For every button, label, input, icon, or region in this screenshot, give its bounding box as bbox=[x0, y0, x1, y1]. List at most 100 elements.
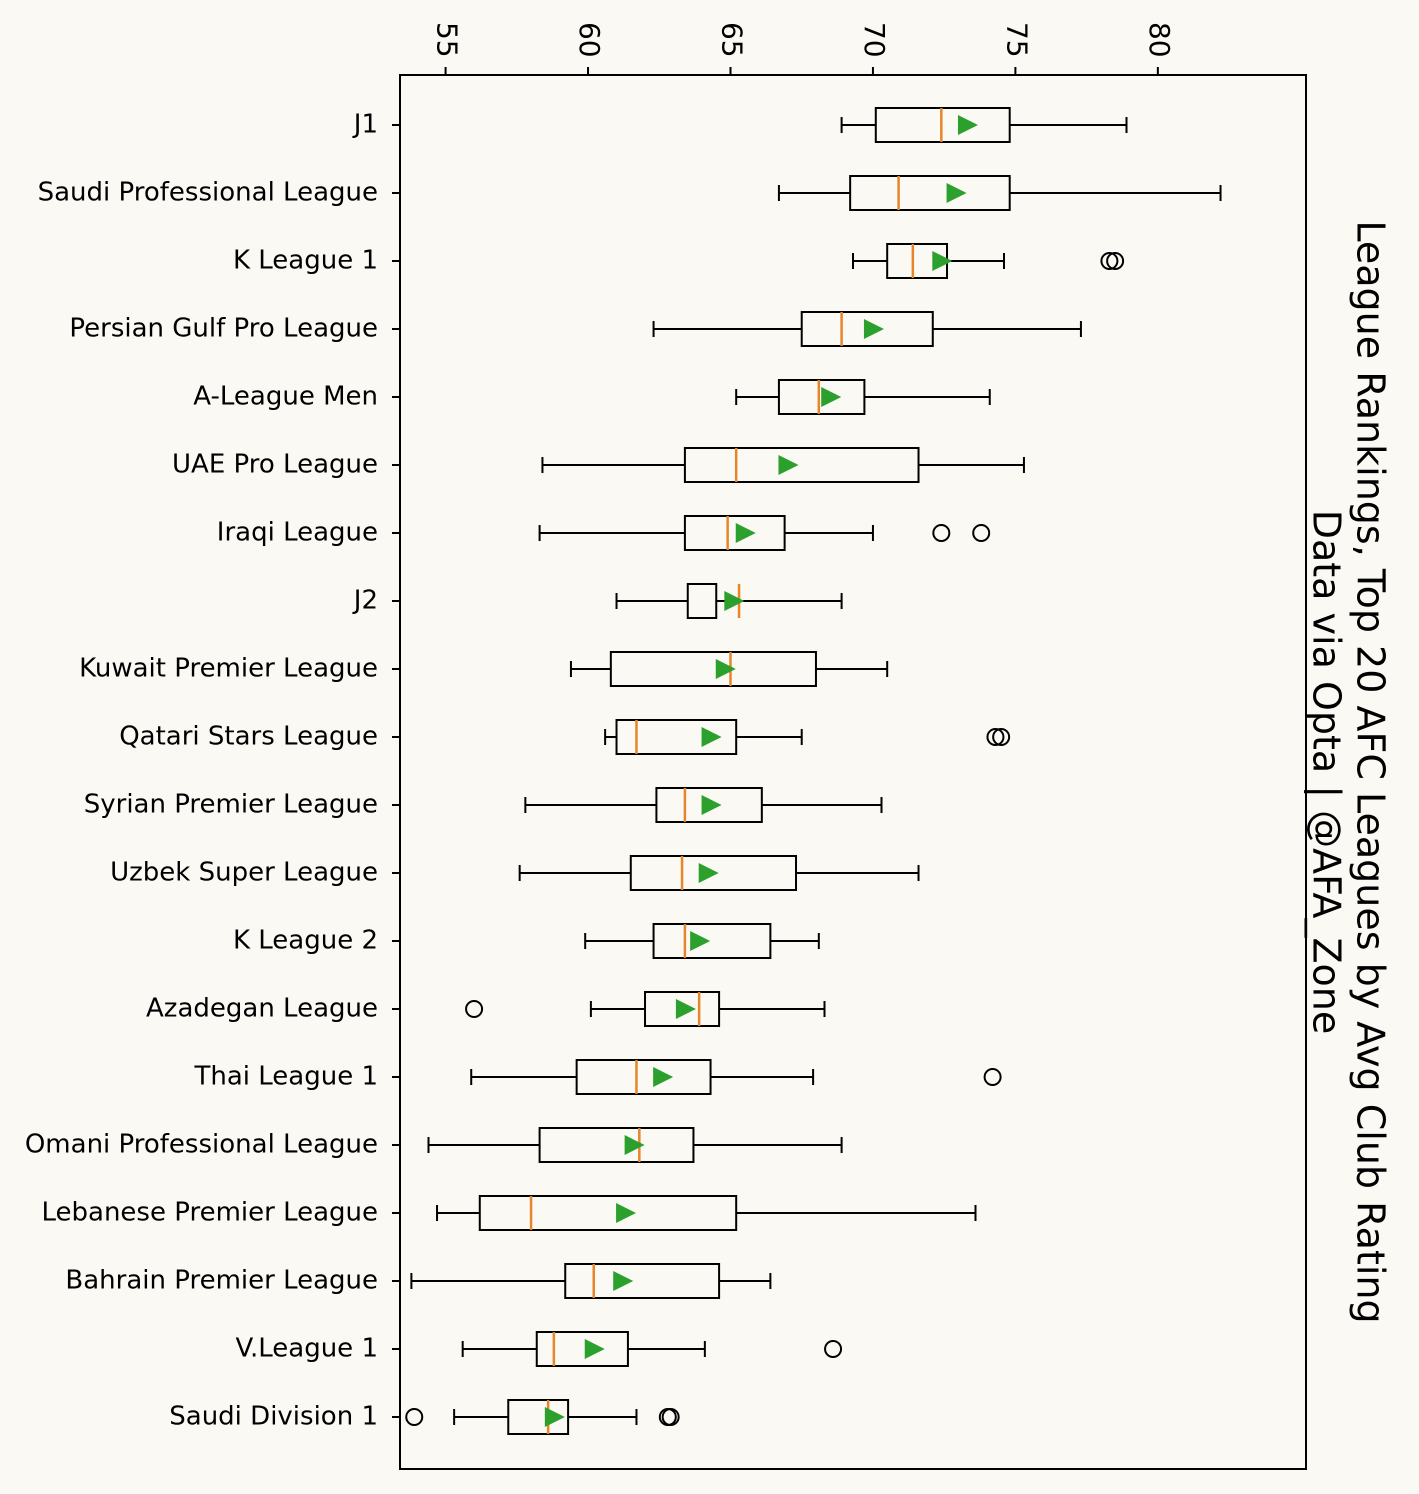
mean-marker bbox=[715, 659, 736, 679]
chart-title: League Rankings, Top 20 AFC Leagues by A… bbox=[1349, 220, 1393, 1323]
x-tick-label: 55 bbox=[431, 22, 464, 58]
iqr-box bbox=[615, 719, 738, 755]
mean-marker bbox=[544, 1407, 565, 1427]
iqr-box bbox=[849, 175, 1011, 211]
iqr-box bbox=[683, 447, 920, 483]
league-row: Bahrain Premier League bbox=[65, 1263, 772, 1299]
league-label: J1 bbox=[352, 110, 378, 140]
league-row: Saudi Division 1 bbox=[169, 1399, 680, 1435]
iqr-box bbox=[874, 107, 1011, 143]
mean-marker bbox=[584, 1339, 605, 1359]
mean-marker bbox=[701, 727, 722, 747]
mean-marker bbox=[690, 931, 711, 951]
league-row: A-League Men bbox=[193, 379, 991, 415]
x-tick-label: 60 bbox=[573, 22, 606, 58]
mean-marker bbox=[701, 795, 722, 815]
outlier-point bbox=[986, 728, 1005, 746]
outlier-point bbox=[1106, 252, 1125, 270]
outlier-point bbox=[661, 1408, 680, 1426]
league-row: Qatari Stars League bbox=[119, 719, 1011, 755]
league-row: Azadegan League bbox=[146, 991, 826, 1027]
x-tick-label: 65 bbox=[715, 22, 748, 58]
outlier-point bbox=[824, 1340, 843, 1358]
outlier-point bbox=[992, 728, 1011, 746]
mean-marker bbox=[724, 591, 745, 611]
x-tick-label: 75 bbox=[1000, 22, 1033, 58]
title-layer: League Rankings, Top 20 AFC Leagues by A… bbox=[1304, 220, 1393, 1323]
league-label: Iraqi League bbox=[217, 518, 378, 548]
league-row: K League 2 bbox=[233, 923, 820, 959]
league-label: Omani Professional League bbox=[25, 1130, 378, 1160]
league-label: K League 2 bbox=[233, 926, 378, 956]
league-row: Uzbek Super League bbox=[110, 855, 920, 891]
iqr-box bbox=[507, 1399, 570, 1435]
league-row: Persian Gulf Pro League bbox=[69, 311, 1082, 347]
iqr-box bbox=[777, 379, 866, 415]
outlier-point bbox=[972, 524, 991, 542]
iqr-box bbox=[652, 923, 772, 959]
league-row: Omani Professional League bbox=[25, 1127, 843, 1163]
league-row: J1 bbox=[352, 107, 1128, 143]
league-row: J2 bbox=[352, 583, 843, 619]
league-label: Qatari Stars League bbox=[119, 722, 378, 752]
iqr-box bbox=[686, 583, 718, 619]
iqr-box bbox=[538, 1127, 695, 1163]
x-tick-label: 70 bbox=[858, 22, 891, 58]
league-row: Kuwait Premier League bbox=[79, 651, 889, 687]
league-label: Syrian Premier League bbox=[84, 790, 378, 820]
iqr-box bbox=[575, 1059, 712, 1095]
outlier-point bbox=[465, 1000, 484, 1018]
outlier-point bbox=[932, 524, 951, 542]
league-label: K League 1 bbox=[233, 246, 378, 276]
mean-marker bbox=[675, 999, 696, 1019]
iqr-box bbox=[609, 651, 817, 687]
iqr-box bbox=[800, 311, 934, 347]
league-label: Thai League 1 bbox=[193, 1062, 378, 1092]
league-label: A-League Men bbox=[193, 382, 378, 412]
mean-marker bbox=[821, 387, 842, 407]
league-label: J2 bbox=[352, 586, 378, 616]
league-row: V.League 1 bbox=[236, 1331, 843, 1367]
league-label: Saudi Division 1 bbox=[169, 1402, 378, 1432]
mean-marker bbox=[957, 115, 978, 135]
league-row: Syrian Premier League bbox=[84, 787, 883, 823]
league-row: Thai League 1 bbox=[193, 1059, 1002, 1095]
iqr-box bbox=[629, 855, 798, 891]
mean-marker bbox=[735, 523, 756, 543]
league-label: Bahrain Premier League bbox=[65, 1266, 378, 1296]
iqr-box bbox=[683, 515, 786, 551]
axes-layer: 55 60 65 70 75 80 bbox=[399, 22, 1307, 1470]
outlier-point bbox=[1100, 252, 1119, 270]
league-label: Uzbek Super League bbox=[110, 858, 378, 888]
x-tick-label: 80 bbox=[1143, 22, 1176, 58]
iqr-box bbox=[644, 991, 721, 1027]
outlier-point bbox=[405, 1408, 424, 1426]
mean-marker bbox=[932, 251, 953, 271]
plot-frame bbox=[399, 74, 1307, 1470]
mean-marker bbox=[653, 1067, 674, 1087]
chart-subtitle: Data via Opta | @AFA_Zone bbox=[1304, 510, 1349, 1035]
mean-marker bbox=[778, 455, 799, 475]
outlier-point bbox=[983, 1068, 1002, 1086]
boxes-layer: J1 Saudi Professional League K League 1 Per… bbox=[25, 107, 1222, 1435]
league-row: Lebanese Premier League bbox=[41, 1195, 977, 1231]
league-label: Lebanese Premier League bbox=[41, 1198, 378, 1228]
league-row: Iraqi League bbox=[217, 515, 991, 551]
league-row: K League 1 bbox=[233, 243, 1125, 279]
league-label: Persian Gulf Pro League bbox=[69, 314, 378, 344]
mean-marker bbox=[613, 1271, 634, 1291]
league-label: UAE Pro League bbox=[172, 450, 378, 480]
league-label: Kuwait Premier League bbox=[79, 654, 378, 684]
mean-marker bbox=[616, 1203, 637, 1223]
mean-marker bbox=[863, 319, 884, 339]
iqr-box bbox=[564, 1263, 721, 1299]
iqr-box bbox=[535, 1331, 629, 1367]
iqr-box bbox=[655, 787, 763, 823]
mean-marker bbox=[946, 183, 967, 203]
league-label: Saudi Professional League bbox=[38, 178, 378, 208]
league-row: UAE Pro League bbox=[172, 447, 1025, 483]
mean-marker bbox=[624, 1135, 645, 1155]
league-row: Saudi Professional League bbox=[38, 175, 1222, 211]
